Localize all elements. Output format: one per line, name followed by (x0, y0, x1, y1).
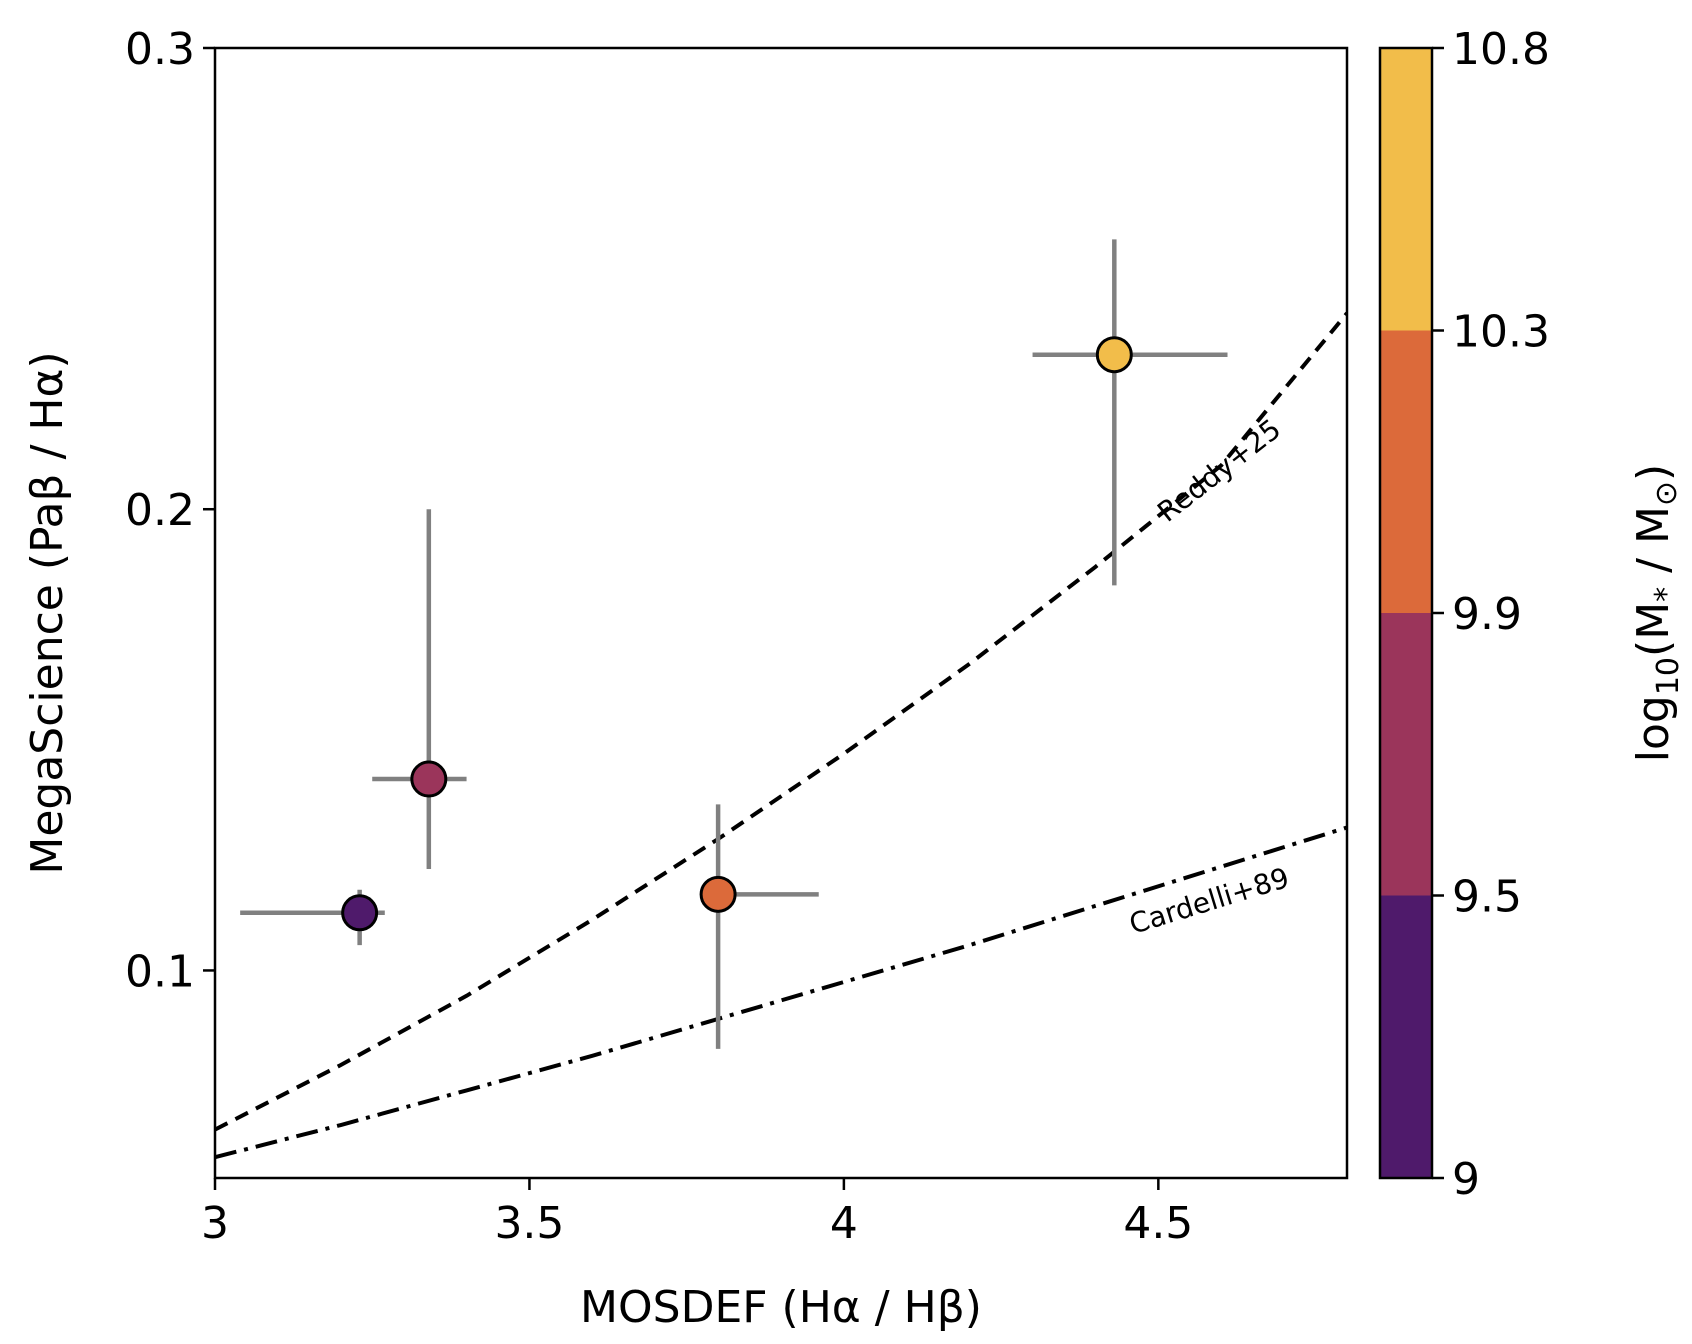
plot-area-frame (213, 46, 1349, 1180)
colorbar-segment (1380, 330, 1432, 613)
axis-ticks: 3 3.5 4 4.5 0.1 0.2 0.3 (125, 24, 1193, 1249)
colorbar-tick-label: 10.3 (1452, 307, 1550, 358)
x-tick-label: 3 (201, 1198, 229, 1249)
x-tick-label: 4 (830, 1198, 858, 1249)
colorbar-label: log10(M* / M⊙) (1628, 464, 1686, 762)
x-tick-label: 3.5 (494, 1198, 564, 1249)
y-tick-label: 0.3 (125, 24, 195, 75)
colorbar-tick-label: 9.9 (1452, 589, 1522, 640)
y-tick-label: 0.1 (125, 946, 195, 997)
curve-cardelli-89 (215, 825, 1347, 1160)
curve-label-cardelli: Cardelli+89 (1125, 861, 1293, 941)
colorbar-tick-label: 9 (1452, 1154, 1480, 1205)
colorbar-segment (1380, 613, 1432, 896)
colorbar-segment (1380, 48, 1432, 331)
colorbar-segment (1380, 895, 1432, 1178)
x-axis-label: MOSDEF (Hα / Hβ) (580, 1282, 982, 1333)
curve-label-reddy: Reddy+25 (1151, 412, 1287, 528)
data-point-1 (341, 894, 379, 932)
colorbar-tick-label: 9.5 (1452, 872, 1522, 923)
data-point-4 (1095, 336, 1133, 374)
data-point-2 (410, 760, 448, 798)
colorbar-tick-label: 10.8 (1452, 24, 1550, 75)
x-tick-label: 4.5 (1123, 1198, 1193, 1249)
plot-marks: Reddy+25 Cardelli+89 (215, 239, 1347, 1160)
colorbar: 9 9.5 9.9 10.3 10.8 (1378, 24, 1550, 1205)
curve-reddy-25 (215, 311, 1347, 1132)
y-axis-label: MegaScience (Paβ / Hα) (22, 351, 73, 874)
y-tick-label: 0.2 (125, 485, 195, 536)
data-point-3 (699, 875, 737, 913)
